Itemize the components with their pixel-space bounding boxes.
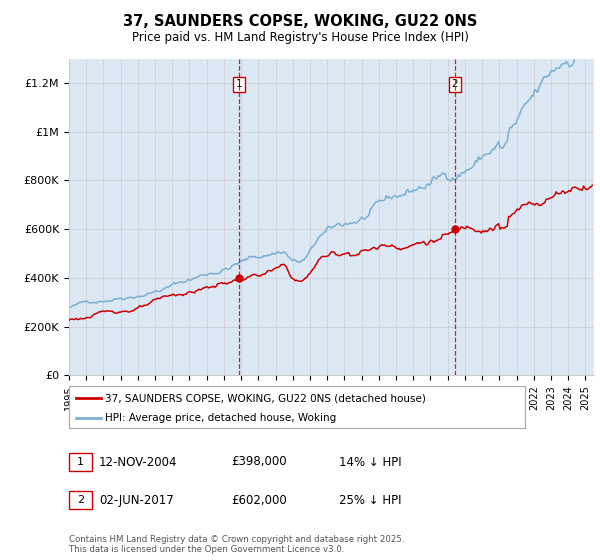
Text: 1: 1 bbox=[236, 80, 242, 90]
Text: 37, SAUNDERS COPSE, WOKING, GU22 0NS (detached house): 37, SAUNDERS COPSE, WOKING, GU22 0NS (de… bbox=[106, 393, 427, 403]
Text: HPI: Average price, detached house, Woking: HPI: Average price, detached house, Woki… bbox=[106, 413, 337, 423]
Text: 1: 1 bbox=[77, 457, 84, 467]
Text: £602,000: £602,000 bbox=[231, 493, 287, 507]
Text: £398,000: £398,000 bbox=[231, 455, 287, 469]
Text: 25% ↓ HPI: 25% ↓ HPI bbox=[339, 493, 401, 507]
Text: 2: 2 bbox=[452, 80, 458, 90]
Text: 12-NOV-2004: 12-NOV-2004 bbox=[99, 455, 178, 469]
Text: 2: 2 bbox=[77, 495, 84, 505]
Text: 37, SAUNDERS COPSE, WOKING, GU22 0NS: 37, SAUNDERS COPSE, WOKING, GU22 0NS bbox=[123, 14, 477, 29]
Text: 14% ↓ HPI: 14% ↓ HPI bbox=[339, 455, 401, 469]
Text: 02-JUN-2017: 02-JUN-2017 bbox=[99, 493, 174, 507]
Text: Price paid vs. HM Land Registry's House Price Index (HPI): Price paid vs. HM Land Registry's House … bbox=[131, 31, 469, 44]
Text: Contains HM Land Registry data © Crown copyright and database right 2025.
This d: Contains HM Land Registry data © Crown c… bbox=[69, 535, 404, 554]
